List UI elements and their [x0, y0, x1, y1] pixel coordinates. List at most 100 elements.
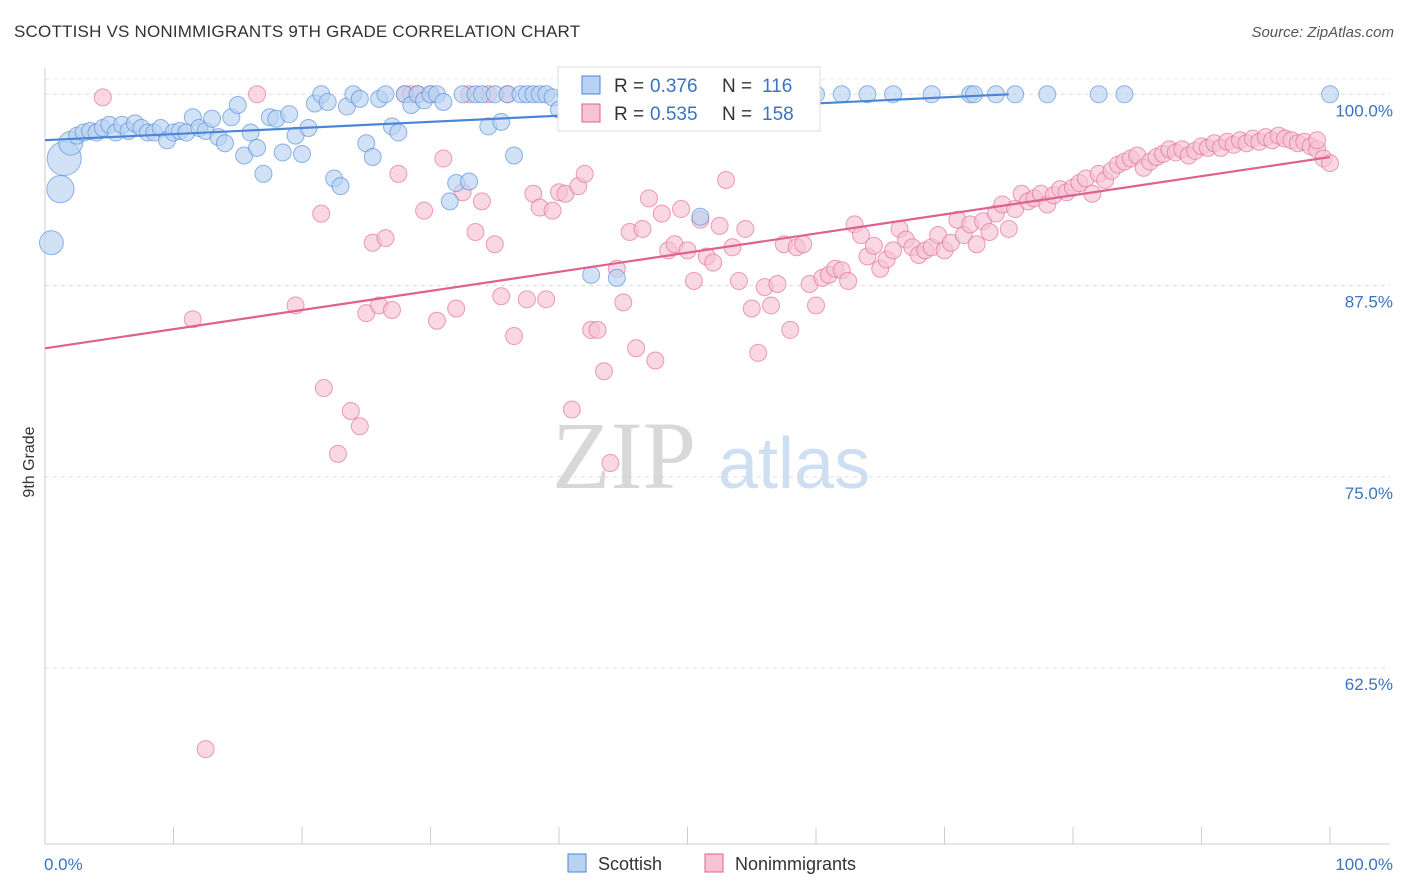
nonimmigrants-point	[314, 379, 333, 398]
scottish-point	[46, 175, 75, 204]
watermark-zip: ZIP	[552, 402, 696, 509]
nonimmigrants-point	[341, 402, 360, 421]
nonimmigrants-point	[1308, 131, 1327, 150]
scottish-point	[922, 85, 941, 104]
nonimmigrants-point	[781, 320, 800, 339]
nonimmigrants-point	[312, 204, 331, 223]
nonimmigrants-point	[594, 362, 613, 381]
nonimmigrants-point	[884, 241, 903, 260]
scottish-point	[1321, 85, 1339, 104]
nonimmigrants-point	[794, 235, 813, 254]
y-tick-label: 62.5%	[1345, 675, 1393, 694]
nonimmigrants-point	[350, 417, 369, 436]
x-tick-label: 100.0%	[1335, 855, 1393, 874]
nonimmigrants-point	[864, 236, 883, 255]
legend-nonimmigrants-swatch	[581, 103, 601, 123]
grid	[45, 78, 1390, 669]
series-legend-scottish-label: Scottish	[598, 854, 662, 874]
nonimmigrants-point	[652, 204, 671, 223]
legend-r-label-2: R =	[614, 104, 644, 125]
nonimmigrants-point	[466, 223, 485, 241]
nonimmigrants-point	[678, 241, 697, 260]
scottish-point	[318, 92, 337, 111]
scottish-point	[228, 96, 247, 115]
scottish-point	[460, 172, 479, 191]
y-tick-label: 87.5%	[1345, 293, 1393, 312]
y-tick-labels: 100.0% 87.5% 75.0% 62.5%	[1335, 101, 1393, 694]
legend-box	[557, 66, 821, 132]
stats-legend: R = 0.376 N = 116 R = 0.535 N = 158	[557, 66, 821, 132]
nonimmigrants-points	[93, 85, 1339, 759]
legend-n-value-1: 116	[762, 76, 792, 97]
scottish-point	[1115, 85, 1134, 104]
scottish-point	[1038, 85, 1057, 104]
legend-scottish-swatch	[581, 75, 601, 95]
scottish-point	[1006, 85, 1025, 104]
scottish-point	[440, 192, 459, 211]
nonimmigrants-point	[447, 299, 466, 318]
nonimmigrants-trend-line	[44, 155, 1331, 350]
nonimmigrants-point	[415, 201, 434, 220]
nonimmigrants-point	[434, 149, 453, 168]
nonimmigrants-point	[749, 343, 768, 362]
nonimmigrants-point	[1321, 154, 1339, 173]
nonimmigrants-point	[684, 271, 703, 290]
x-tick-label: 0.0%	[44, 855, 83, 874]
chart-title: SCOTTISH VS NONIMMIGRANTS 9TH GRADE CORR…	[14, 22, 581, 41]
scottish-point	[280, 105, 299, 124]
scottish-point	[215, 134, 234, 153]
nonimmigrants-point	[389, 164, 408, 183]
scottish-point	[254, 164, 273, 183]
scottish-point	[858, 85, 877, 104]
scottish-point	[965, 85, 984, 104]
scottish-point	[492, 112, 511, 131]
nonimmigrants-point	[517, 290, 536, 309]
scottish-point	[273, 143, 292, 162]
nonimmigrants-point	[543, 201, 562, 220]
nonimmigrants-point	[627, 339, 646, 358]
watermark-atlas: atlas	[718, 424, 870, 504]
scottish-point	[331, 177, 350, 196]
nonimmigrants-point	[762, 296, 781, 315]
nonimmigrants-point	[672, 200, 691, 219]
scottish-point	[248, 138, 267, 157]
watermark: ZIP atlas	[552, 402, 870, 509]
nonimmigrants-point	[633, 219, 652, 238]
scottish-point	[39, 230, 64, 256]
trend-lines	[44, 93, 1331, 350]
y-axis-title: 9th Grade	[21, 426, 38, 497]
nonimmigrants-point	[575, 164, 594, 183]
nonimmigrants-point	[537, 290, 556, 309]
nonimmigrants-point	[485, 235, 504, 254]
nonimmigrants-point	[427, 311, 446, 330]
series-legend-nonimmigrants-label: Nonimmigrants	[735, 854, 856, 874]
nonimmigrants-point	[646, 351, 665, 370]
series-legend: Scottish Nonimmigrants	[567, 853, 856, 874]
scottish-point	[1089, 85, 1108, 104]
scottish-point	[350, 89, 369, 108]
series-legend-nonimmigrants-swatch	[704, 853, 724, 873]
nonimmigrants-point	[93, 88, 112, 107]
legend-r-value-1: 0.376	[650, 76, 698, 97]
scottish-point	[376, 85, 395, 104]
scottish-point	[293, 144, 311, 163]
nonimmigrants-point	[248, 85, 267, 104]
scottish-point	[505, 146, 524, 165]
nonimmigrants-point	[710, 216, 729, 235]
nonimmigrants-point	[376, 229, 395, 248]
series-legend-scottish-swatch	[567, 853, 587, 873]
legend-n-label-1: N =	[722, 76, 752, 97]
nonimmigrants-point	[472, 192, 491, 211]
scottish-point	[241, 123, 260, 142]
scottish-point	[389, 123, 408, 142]
x-tick-labels: 0.0% 100.0%	[44, 855, 1393, 874]
nonimmigrants-point	[704, 253, 723, 272]
nonimmigrants-point	[839, 271, 858, 290]
axes	[44, 68, 1390, 845]
nonimmigrants-point	[492, 287, 511, 306]
scottish-point	[203, 109, 222, 128]
nonimmigrants-point	[742, 299, 761, 318]
scottish-point	[434, 92, 453, 111]
legend-n-value-2: 158	[762, 104, 794, 125]
